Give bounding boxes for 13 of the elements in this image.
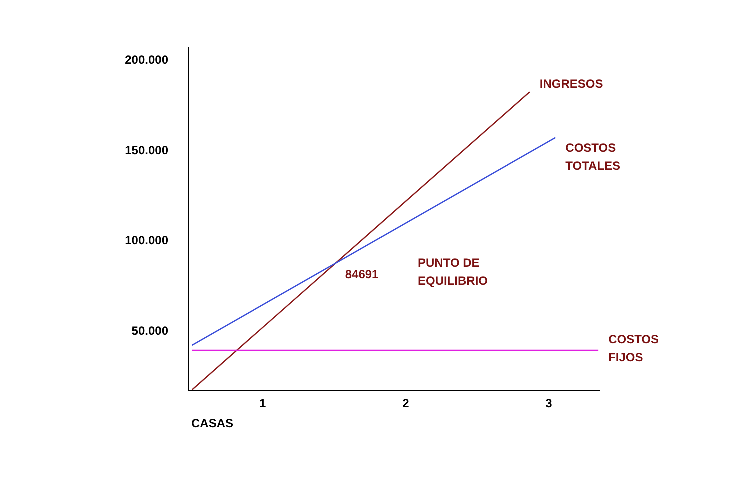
y-tick-label: 100.000 bbox=[125, 234, 169, 248]
x-tick-label: 3 bbox=[546, 396, 553, 410]
series-label: INGRESOS bbox=[540, 77, 604, 92]
annotation: PUNTO DE EQUILIBRIO bbox=[418, 256, 488, 288]
series-label: COSTOS FIJOS bbox=[608, 332, 660, 364]
y-tick-label: 200.000 bbox=[125, 53, 169, 68]
series-label: COSTOS TOTALES bbox=[566, 140, 621, 173]
annotation: 84691 bbox=[345, 268, 380, 282]
x-axis-title: CASAS bbox=[192, 416, 234, 430]
x-tick-label: 1 bbox=[260, 396, 267, 410]
y-tick-label: 50.000 bbox=[132, 324, 169, 338]
y-tick-label: 150.000 bbox=[125, 143, 169, 158]
x-tick-label: 2 bbox=[402, 396, 410, 410]
